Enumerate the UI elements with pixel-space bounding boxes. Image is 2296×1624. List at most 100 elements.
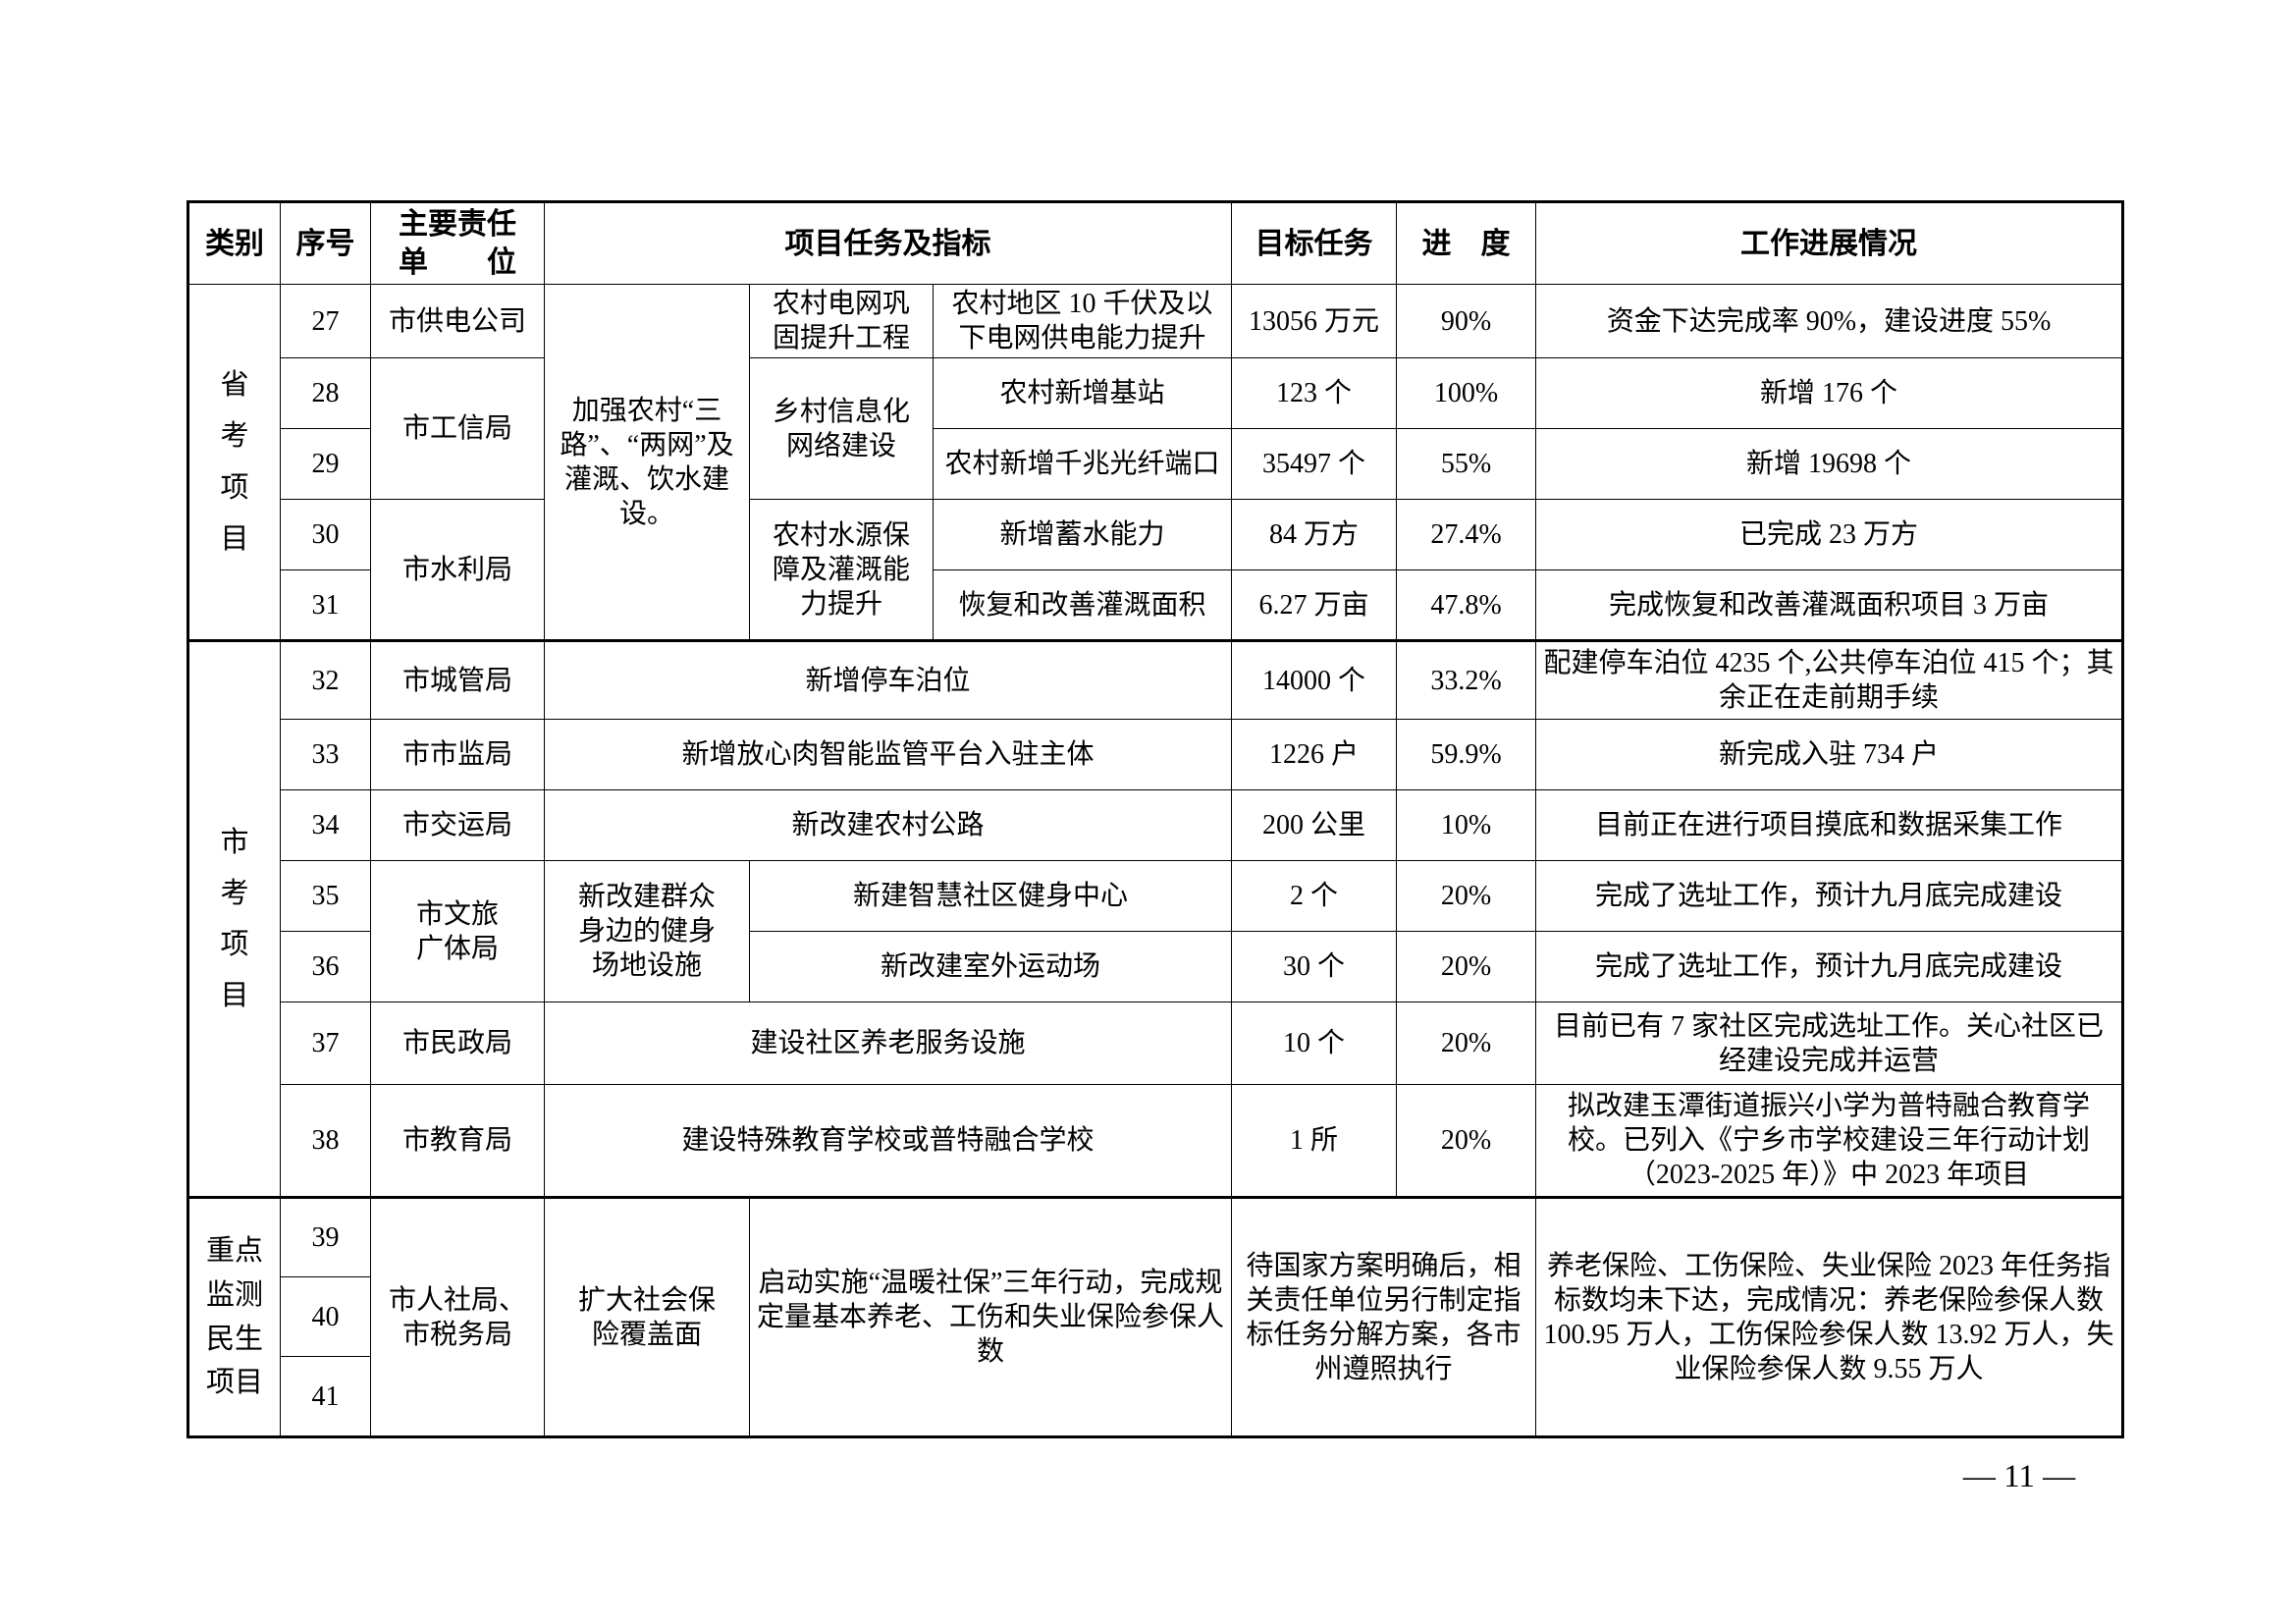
table-row: 37 市民政局 建设社区养老服务设施 10 个 20% 目前已有 7 家社区完成… xyxy=(188,1001,2124,1085)
cell-no: 28 xyxy=(280,357,371,429)
cell-task: 建设社区养老服务设施 xyxy=(543,1001,1233,1085)
cell-task-group: 加强农村“三路”、“两网”及灌溉、饮水建设。 xyxy=(544,284,750,641)
header-category: 类别 xyxy=(187,201,281,285)
header-owner: 主要责任单位 xyxy=(370,201,545,285)
task-sub-label: 新改建群众身边的健身场地设施 xyxy=(577,882,716,981)
cell-owner: 市供电公司 xyxy=(370,284,545,358)
table-row: 41 xyxy=(188,1356,2123,1437)
cell-task: 新增停车泊位 xyxy=(543,639,1233,720)
table-row: 40 xyxy=(188,1276,2123,1357)
cell-no: 32 xyxy=(280,639,371,720)
cell-progress: 20% xyxy=(1396,1001,1537,1085)
cell-progress: 59.9% xyxy=(1396,719,1537,790)
cell-indicator: 新建智慧社区健身中心 xyxy=(748,860,1233,932)
table-row: 35 市文旅广体局 新改建群众身边的健身场地设施 新建智慧社区健身中心 2 个 … xyxy=(188,860,2124,1002)
cell-status: 拟改建玉潭街道振兴小学为普特融合教育学校。已列入《宁乡市学校建设三年行动计划（2… xyxy=(1535,1084,2124,1198)
task-sub-label: 扩大社会保险覆盖面 xyxy=(577,1284,716,1350)
cell-task: 新改建农村公路 xyxy=(543,789,1233,861)
cell-progress: 47.8% xyxy=(1396,569,1537,641)
cell-progress: 55% xyxy=(1396,428,1537,500)
cell-progress: 90% xyxy=(1396,284,1537,358)
cell-no: 33 xyxy=(280,719,371,790)
cell-target: 14000 个 xyxy=(1231,639,1398,720)
header-status: 工作进展情况 xyxy=(1535,201,2124,285)
cell-target: 10 个 xyxy=(1231,1001,1398,1085)
cell-indicator: 农村新增千兆光纤端口 xyxy=(932,428,1233,500)
cell-status: 完成恢复和改善灌溉面积项目 3 万亩 xyxy=(1535,569,2124,641)
cell-owner: 市民政局 xyxy=(370,1001,545,1085)
cell-indicator: 启动实施“温暖社保”三年行动，完成规定量基本养老、工伤和失业保险参保人数 xyxy=(748,1196,1233,1437)
cell-no: 40 xyxy=(280,1276,371,1357)
cell-no: 31 xyxy=(280,569,371,641)
cell-task-sub: 乡村信息化网络建设 xyxy=(749,357,934,500)
cell-task: 建设特殊教育学校或普特融合学校 xyxy=(543,1084,1233,1198)
cell-task-sub: 农村电网巩固提升工程 xyxy=(749,284,934,358)
category-municipal-label: 市考项目 xyxy=(220,826,249,1012)
category-municipal: 市考项目 xyxy=(187,639,281,1198)
cell-status: 新增 19698 个 xyxy=(1535,428,2124,500)
cell-status: 新完成入驻 734 户 xyxy=(1535,719,2124,790)
cell-no: 29 xyxy=(280,428,371,500)
category-provincial: 省考项目 xyxy=(187,284,281,641)
cell-progress: 27.4% xyxy=(1396,499,1537,570)
cell-progress: 20% xyxy=(1396,931,1537,1002)
cell-status: 目前正在进行项目摸底和数据采集工作 xyxy=(1535,789,2124,861)
cell-status: 资金下达完成率 90%，建设进度 55% xyxy=(1535,284,2124,358)
cell-target: 6.27 万亩 xyxy=(1231,569,1398,641)
table-row: 30 市水利局 农村水源保障及灌溉能力提升 新增蓄水能力 84 万方 27.4%… xyxy=(188,499,2124,641)
cell-owner: 市水利局 xyxy=(370,499,545,641)
cell-owner: 市文旅广体局 xyxy=(370,860,545,1002)
cell-no: 38 xyxy=(280,1084,371,1198)
header-owner-label: 主要责任单位 xyxy=(399,208,516,279)
cell-target: 35497 个 xyxy=(1231,428,1398,500)
cell-target: 84 万方 xyxy=(1231,499,1398,570)
cell-owner: 市教育局 xyxy=(370,1084,545,1198)
cell-no: 39 xyxy=(280,1196,371,1277)
cell-owner: 市市监局 xyxy=(370,719,545,790)
cell-owner: 市城管局 xyxy=(370,639,545,720)
table-row: 31 恢复和改善灌溉面积 6.27 万亩 47.8% 完成恢复和改善灌溉面积项目… xyxy=(188,569,2124,641)
cell-target: 待国家方案明确后，相关责任单位另行制定指标任务分解方案，各市州遵照执行 xyxy=(1231,1196,1537,1437)
cell-status: 目前已有 7 家社区完成选址工作。关心社区已经建设完成并运营 xyxy=(1535,1001,2124,1085)
cell-target: 123 个 xyxy=(1231,357,1398,429)
category-livelihood-label: 重点监测民生项目 xyxy=(205,1234,263,1399)
cell-indicator: 恢复和改善灌溉面积 xyxy=(932,569,1233,641)
header-task: 项目任务及指标 xyxy=(543,201,1233,285)
cell-target: 13056 万元 xyxy=(1231,284,1398,358)
cell-no: 27 xyxy=(280,284,371,358)
cell-task-sub: 农村水源保障及灌溉能力提升 xyxy=(749,499,934,641)
cell-target: 1226 户 xyxy=(1231,719,1398,790)
cell-progress: 10% xyxy=(1396,789,1537,861)
table-row: 36 新改建室外运动场 30 个 20% 完成了选址工作，预计九月底完成建设 xyxy=(188,931,2124,1002)
cell-task-sub: 新改建群众身边的健身场地设施 xyxy=(544,860,750,1002)
cell-indicator: 新增蓄水能力 xyxy=(932,499,1233,570)
cell-no: 30 xyxy=(280,499,371,570)
cell-no: 36 xyxy=(280,931,371,1002)
table-row: 市考项目 32 市城管局 新增停车泊位 14000 个 33.2% 配建停车泊位… xyxy=(187,639,2124,1198)
header-index: 序号 xyxy=(280,201,371,285)
cell-progress: 20% xyxy=(1396,1084,1537,1198)
cell-owner: 市人社局、市税务局 xyxy=(370,1196,545,1437)
table-row: 重点监测民生项目 39 市人社局、市税务局 扩大社会保险覆盖面 启动实施“温暖社… xyxy=(187,1196,2124,1437)
cell-status: 养老保险、工伤保险、失业保险 2023 年任务指标数均未下达，完成情况：养老保险… xyxy=(1535,1196,2124,1437)
task-sub-label: 农村电网巩固提升工程 xyxy=(772,289,910,353)
cell-indicator: 农村地区 10 千伏及以下电网供电能力提升 xyxy=(932,284,1233,358)
task-sub-label: 乡村信息化网络建设 xyxy=(772,396,910,461)
header-progress: 进 度 xyxy=(1396,201,1537,285)
cell-status: 新增 176 个 xyxy=(1535,357,2124,429)
table-row: 28 市工信局 乡村信息化网络建设 农村新增基站 123 个 100% 新增 1… xyxy=(188,357,2124,500)
cell-progress: 20% xyxy=(1396,860,1537,932)
category-livelihood: 重点监测民生项目 xyxy=(187,1196,281,1437)
cell-target: 200 公里 xyxy=(1231,789,1398,861)
cell-status: 完成了选址工作，预计九月底完成建设 xyxy=(1535,931,2124,1002)
table-row: 33 市市监局 新增放心肉智能监管平台入驻主体 1226 户 59.9% 新完成… xyxy=(188,719,2124,790)
cell-indicator: 新改建室外运动场 xyxy=(748,931,1233,1002)
table-header-row: 类别 序号 主要责任单位 项目任务及指标 目标任务 进 度 工作进展情况 xyxy=(187,201,2124,285)
category-provincial-label: 省考项目 xyxy=(220,369,249,555)
cell-indicator: 农村新增基站 xyxy=(932,357,1233,429)
cell-status: 配建停车泊位 4235 个,公共停车泊位 415 个；其余正在走前期手续 xyxy=(1535,639,2124,720)
progress-report-table: 类别 序号 主要责任单位 项目任务及指标 目标任务 进 度 工作进展情况 省考项… xyxy=(187,200,2125,1438)
cell-target: 2 个 xyxy=(1231,860,1398,932)
cell-status: 已完成 23 万方 xyxy=(1535,499,2124,570)
